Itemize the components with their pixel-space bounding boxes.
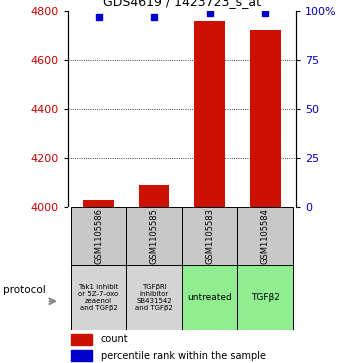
Text: protocol: protocol <box>3 285 46 295</box>
Text: TGFβ2: TGFβ2 <box>251 293 280 302</box>
Bar <box>194 21 225 207</box>
Bar <box>83 200 114 207</box>
Bar <box>71 350 92 362</box>
Text: GSM1105586: GSM1105586 <box>94 208 103 264</box>
Text: GSM1105583: GSM1105583 <box>205 208 214 264</box>
Text: TGFβRI
inhibitor
SB431542
and TGFβ2: TGFβRI inhibitor SB431542 and TGFβ2 <box>135 284 173 311</box>
Bar <box>250 30 280 207</box>
Bar <box>71 207 126 265</box>
Bar <box>182 207 237 265</box>
Bar <box>237 207 293 265</box>
Bar <box>237 265 293 330</box>
Text: percentile rank within the sample: percentile rank within the sample <box>101 351 266 361</box>
Bar <box>126 207 182 265</box>
Bar <box>71 265 126 330</box>
Text: untreated: untreated <box>187 293 232 302</box>
Bar <box>126 265 182 330</box>
Text: GSM1105585: GSM1105585 <box>150 208 159 264</box>
Title: GDS4619 / 1423723_s_at: GDS4619 / 1423723_s_at <box>103 0 261 8</box>
Text: GSM1105584: GSM1105584 <box>261 208 270 264</box>
Bar <box>139 185 169 207</box>
Text: count: count <box>101 334 128 344</box>
Bar <box>182 265 237 330</box>
Text: Tak1 inhibit
or 5Z-7-oxo
zeaenol
and TGFβ2: Tak1 inhibit or 5Z-7-oxo zeaenol and TGF… <box>79 284 119 311</box>
Bar <box>71 334 92 345</box>
